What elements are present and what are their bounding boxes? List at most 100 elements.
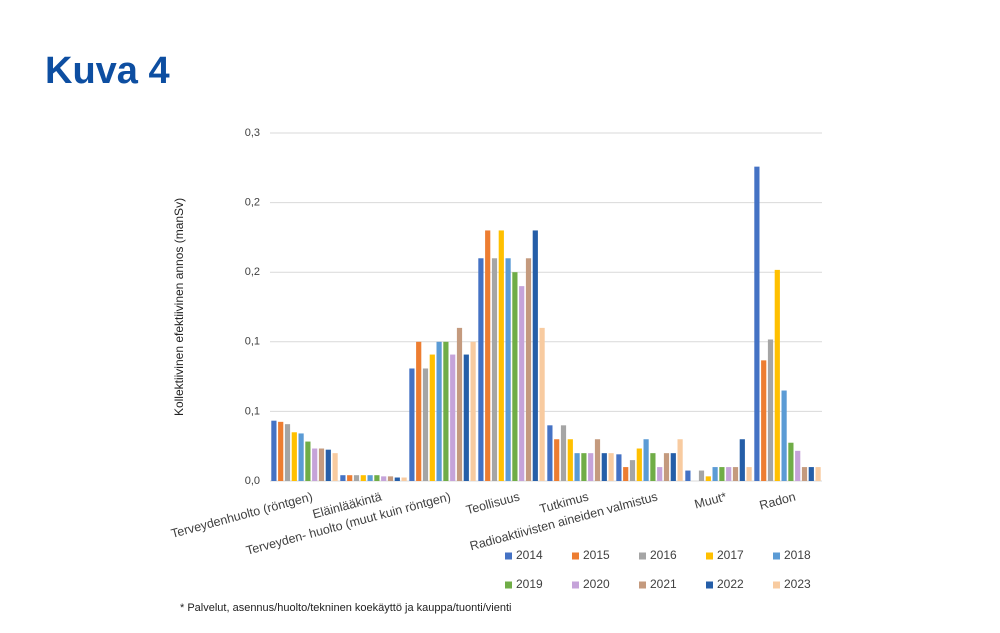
bar [719, 467, 725, 481]
bar [539, 327, 545, 481]
bar [774, 269, 780, 481]
bar [588, 453, 594, 481]
bar [705, 476, 711, 481]
bar [387, 476, 394, 481]
legend-swatch [505, 552, 512, 560]
bar [547, 425, 553, 481]
legend-label: 2020 [583, 577, 610, 591]
bar [353, 475, 360, 481]
legend-swatch [572, 581, 579, 589]
y-tick-label: 0,0 [245, 475, 260, 487]
bar [394, 477, 400, 481]
y-tick-label: 0,3 [245, 127, 260, 139]
bar [698, 470, 705, 481]
legend-swatch [706, 581, 713, 589]
bar [726, 467, 732, 481]
bar [347, 475, 353, 481]
y-tick-label: 0,2 [245, 197, 260, 209]
bar [781, 390, 787, 481]
bar [746, 467, 752, 481]
legend-swatch [639, 552, 646, 560]
bar [360, 475, 366, 481]
bar [795, 450, 801, 481]
bar [456, 327, 463, 481]
bar [436, 341, 442, 481]
bar [815, 467, 821, 481]
bar [532, 230, 538, 481]
bar [298, 433, 304, 481]
bar [761, 360, 767, 481]
y-tick-label: 0,1 [245, 405, 260, 417]
bar [601, 453, 607, 481]
bar [574, 453, 580, 481]
slide-title: Kuva 4 [45, 50, 170, 92]
bar [271, 420, 277, 481]
bar [332, 453, 338, 481]
y-tick-label: 0,1 [245, 336, 260, 348]
bar [305, 441, 311, 481]
legend-label: 2021 [650, 577, 677, 591]
bar [567, 439, 573, 481]
bar [767, 339, 774, 481]
bar [381, 476, 387, 481]
bar [650, 453, 656, 481]
bar [554, 439, 560, 481]
legend-label: 2018 [784, 548, 811, 562]
bar [594, 439, 601, 481]
bar [312, 448, 318, 481]
bar [685, 470, 691, 481]
x-tick-label: Teollisuus [464, 490, 521, 518]
bar [478, 258, 484, 481]
bar [608, 453, 614, 481]
x-tick-label: Muut* [693, 490, 728, 512]
legend-swatch [773, 552, 780, 560]
bar [325, 449, 331, 481]
legend-label: 2019 [516, 577, 543, 591]
bar [367, 475, 373, 481]
bar [278, 421, 284, 481]
bar [416, 341, 422, 481]
bar [422, 368, 429, 481]
bar [616, 454, 622, 481]
bar [429, 354, 435, 481]
bar [498, 230, 504, 481]
bar [581, 453, 587, 481]
bar [808, 467, 814, 481]
legend-swatch [706, 552, 713, 560]
bar [525, 258, 532, 481]
bar [284, 424, 291, 481]
bar [450, 354, 456, 481]
y-axis-title: Kollektiivinen efektiivinen annos (manSv… [172, 198, 186, 416]
bar [519, 286, 525, 481]
bar [374, 475, 380, 481]
x-tick-label: Radon [758, 490, 797, 513]
bar [739, 439, 745, 481]
bar [636, 448, 642, 481]
bar [623, 467, 629, 481]
bar [657, 467, 663, 481]
legend-swatch [639, 581, 646, 589]
bar [663, 453, 670, 481]
bar [470, 341, 476, 481]
bar [485, 230, 491, 481]
bar [732, 467, 739, 481]
bar [629, 460, 636, 481]
bar [512, 272, 518, 481]
bar [560, 425, 567, 481]
legend-label: 2022 [717, 577, 744, 591]
bar [754, 166, 760, 481]
bar [712, 467, 718, 481]
bar [788, 442, 794, 481]
bar [443, 341, 449, 481]
bar [463, 354, 469, 481]
footnote: * Palvelut, asennus/huolto/tekninen koek… [180, 602, 511, 614]
bar [318, 448, 325, 481]
legend-label: 2023 [784, 577, 811, 591]
bar [409, 368, 415, 481]
bar [801, 467, 808, 481]
bar [505, 258, 511, 481]
bar [340, 475, 346, 481]
y-tick-label: 0,2 [245, 266, 260, 278]
legend-swatch [773, 581, 780, 589]
